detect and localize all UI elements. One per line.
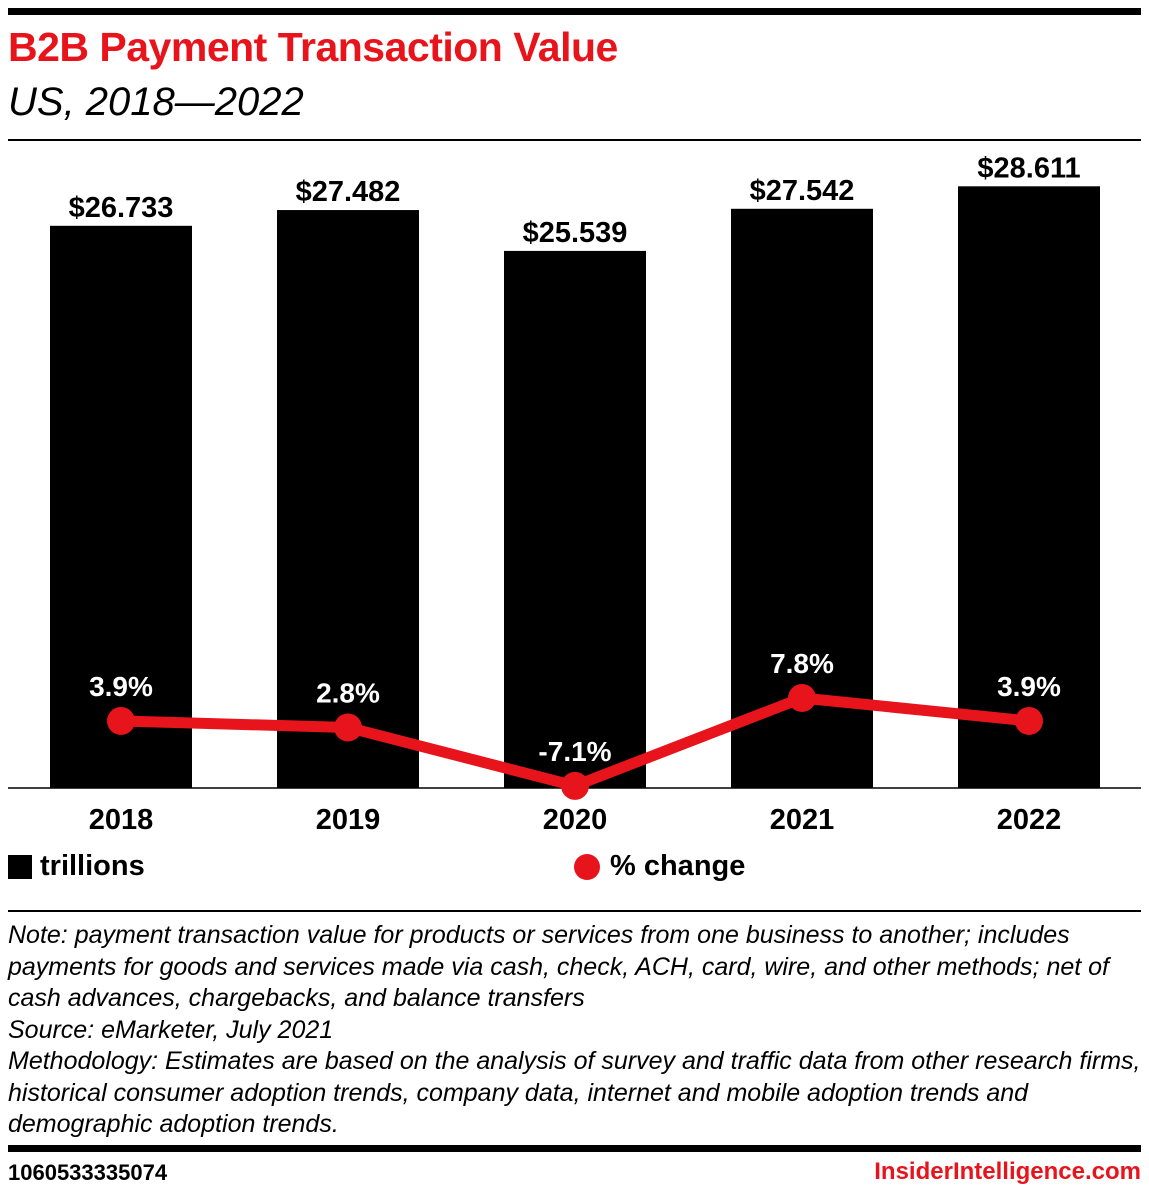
bar-value-label: $27.542 [750, 175, 855, 207]
note-text: Note: payment transaction value for prod… [8, 921, 1110, 1012]
x-tick-label: 2022 [997, 804, 1062, 836]
notes: Note: payment transaction value for prod… [8, 920, 1143, 1141]
chart-area: $26.733 2018 $27.482 2019 $25.539 2020 $27.542… [8, 152, 1141, 836]
chart-id: 1060533335074 [8, 1160, 168, 1185]
legend-item-trillions: trillions [8, 850, 145, 883]
change-point-2019 [334, 713, 362, 742]
title-divider [8, 139, 1141, 141]
legend-swatch-square [8, 854, 32, 879]
change-value-label: 7.8% [770, 648, 834, 679]
change-value-label: 2.8% [316, 677, 380, 708]
bar-value-label: $25.539 [523, 217, 628, 249]
legend-item-change: % change [574, 850, 745, 883]
notes-divider [8, 910, 1141, 912]
bar-2018 [50, 225, 192, 789]
x-tick-label: 2021 [770, 804, 835, 836]
bottom-rule [8, 1145, 1141, 1152]
bar-value-label: $28.611 [977, 152, 1080, 184]
legend-label: trillions [40, 850, 145, 882]
chart-title: B2B Payment Transaction Value [8, 24, 618, 70]
bar-2019 [277, 210, 419, 789]
methodology-text: Methodology: Estimates are based on the … [8, 1047, 1141, 1138]
change-point-2020 [561, 771, 589, 800]
legend-label: % change [610, 850, 746, 882]
bar-value-label: $27.482 [296, 176, 401, 208]
brand-logo: InsiderIntelligence.com [874, 1158, 1141, 1185]
bar-2020 [504, 250, 646, 789]
chart-subtitle: US, 2018—2022 [8, 80, 304, 124]
top-rule [8, 8, 1141, 15]
change-point-2018 [107, 706, 135, 735]
change-point-2022 [1015, 706, 1043, 735]
change-value-label: 3.9% [89, 671, 153, 702]
legend-swatch-dot [574, 853, 600, 880]
bar-value-label: $26.733 [69, 192, 174, 224]
change-value-label: -7.1% [538, 736, 611, 767]
x-tick-label: 2018 [89, 804, 154, 836]
change-point-2021 [788, 683, 816, 712]
x-tick-label: 2020 [543, 804, 608, 836]
change-value-label: 3.9% [997, 671, 1061, 702]
x-tick-label: 2019 [316, 804, 381, 836]
bar-2022 [958, 186, 1100, 788]
source-text: Source: eMarketer, July 2021 [8, 1015, 334, 1044]
